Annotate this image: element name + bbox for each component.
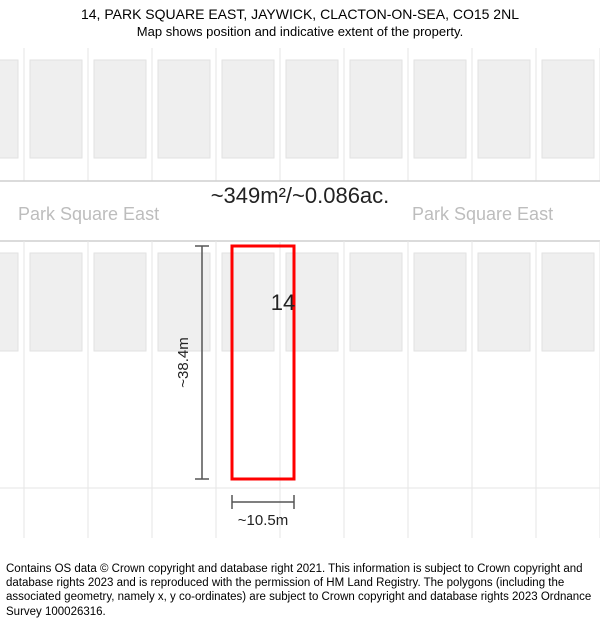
building-footprint	[0, 253, 18, 351]
building-footprint	[222, 253, 274, 351]
page-title: 14, PARK SQUARE EAST, JAYWICK, CLACTON-O…	[0, 6, 600, 22]
building-footprint	[478, 253, 530, 351]
header: 14, PARK SQUARE EAST, JAYWICK, CLACTON-O…	[0, 6, 600, 39]
footer-attribution: Contains OS data © Crown copyright and d…	[6, 562, 594, 620]
building-footprint	[94, 60, 146, 158]
map-svg: Park Square East Park Square East ~349m²/~…	[0, 48, 600, 538]
building-footprint	[30, 253, 82, 351]
building-footprint	[542, 60, 594, 158]
building-footprint	[414, 253, 466, 351]
building-footprint	[30, 60, 82, 158]
building-footprint	[350, 253, 402, 351]
area-label: ~349m²/~0.086ac.	[211, 183, 390, 208]
building-footprint	[158, 60, 210, 158]
page-root: 14, PARK SQUARE EAST, JAYWICK, CLACTON-O…	[0, 0, 600, 625]
building-footprint	[0, 60, 18, 158]
dim-horizontal-label: ~10.5m	[238, 512, 288, 529]
page-subtitle: Map shows position and indicative extent…	[0, 24, 600, 39]
map-area: Park Square East Park Square East ~349m²/~…	[0, 48, 600, 538]
building-footprint	[286, 60, 338, 158]
building-footprint	[350, 60, 402, 158]
house-number-label: 14	[271, 290, 295, 315]
road-label: Park Square East	[18, 204, 159, 224]
building-footprint	[478, 60, 530, 158]
dim-vertical-label: ~38.4m	[175, 337, 192, 387]
road-label: Park Square East	[412, 204, 553, 224]
building-footprint	[542, 253, 594, 351]
building-footprint	[94, 253, 146, 351]
building-footprint	[222, 60, 274, 158]
building-footprint	[414, 60, 466, 158]
